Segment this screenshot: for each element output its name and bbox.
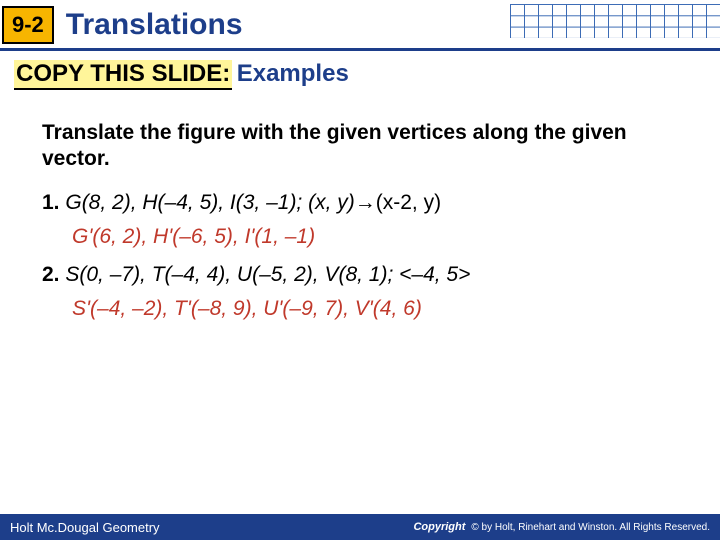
problem-1: 1. G(8, 2), H(–4, 5), I(3, –1); (x, y)→(… (42, 191, 678, 215)
arrow-icon: → (355, 191, 376, 214)
footer-copyright: Copyright © by Holt, Rinehart and Winsto… (413, 521, 710, 533)
instruction-text: Translate the figure with the given vert… (42, 120, 678, 173)
copyright-label: Copyright (413, 521, 465, 533)
problem-1-vertices: G(8, 2), H(–4, 5), I(3, –1); (x, y) (65, 191, 354, 214)
content-area: Translate the figure with the given vert… (0, 90, 720, 321)
examples-label: Examples (237, 60, 349, 87)
header-underline (0, 48, 720, 51)
problem-2-answer: S'(–4, –2), T'(–8, 9), U'(–9, 7), V'(4, … (72, 297, 678, 321)
problem-2-vertices: S(0, –7), T(–4, 4), U(–5, 2), V(8, 1); <… (65, 263, 470, 286)
problem-1-number: 1. (42, 191, 60, 214)
footer-textbook: Holt Mc.Dougal Geometry (10, 520, 160, 535)
section-number-badge: 9-2 (2, 6, 54, 44)
problem-2: 2. S(0, –7), T(–4, 4), U(–5, 2), V(8, 1)… (42, 263, 678, 287)
problem-1-answer: G'(6, 2), H'(–6, 5), I'(1, –1) (72, 225, 678, 249)
subtitle-row: COPY THIS SLIDE: Examples (14, 60, 706, 90)
slide-header: 9-2 Translations (0, 0, 720, 50)
problem-1-rule: (x-2, y) (376, 191, 441, 214)
problem-2-number: 2. (42, 263, 60, 286)
slide-footer: Holt Mc.Dougal Geometry Copyright © by H… (0, 514, 720, 540)
grid-decoration (510, 4, 720, 38)
copyright-text: © by Holt, Rinehart and Winston. All Rig… (471, 522, 710, 533)
copy-slide-label: COPY THIS SLIDE: (14, 60, 232, 90)
slide-title: Translations (66, 8, 243, 42)
